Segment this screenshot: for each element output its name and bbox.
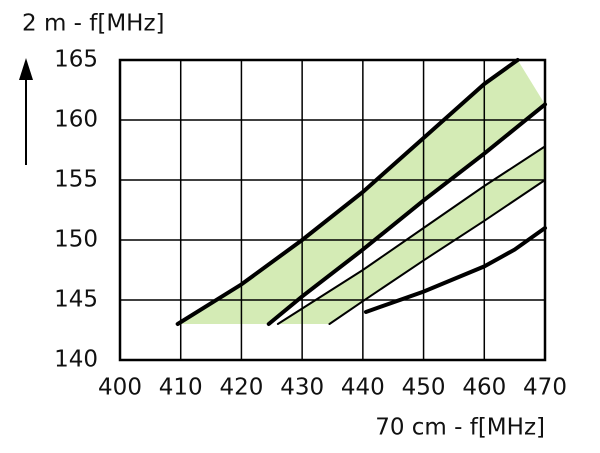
x-tick-label: 420 (219, 375, 263, 401)
y-axis-label: 2 m - f[MHz] (22, 11, 165, 37)
y-tick-label: 160 (54, 107, 98, 133)
line (175, 58, 520, 326)
x-axis-label: 70 cm - f[MHz] (375, 415, 545, 441)
y-tick-label: 150 (54, 227, 98, 253)
y-tick-label: 165 (54, 47, 98, 73)
band (177, 60, 545, 324)
y-tick-label: 155 (54, 167, 98, 193)
y-tick-label: 140 (54, 347, 98, 373)
line (363, 226, 547, 314)
x-tick-label: 430 (280, 375, 324, 401)
x-tick-label: 460 (462, 375, 506, 401)
line (328, 179, 546, 325)
x-tick-label: 410 (159, 375, 203, 401)
line (276, 145, 546, 325)
line (266, 102, 547, 326)
x-tick-label: 450 (402, 375, 446, 401)
x-tick-label: 440 (341, 375, 385, 401)
x-tick-label: 400 (98, 375, 142, 401)
y-arrow-head (19, 58, 33, 80)
x-tick-label: 470 (523, 375, 567, 401)
y-tick-label: 145 (54, 287, 98, 313)
plot-frame (118, 58, 547, 362)
